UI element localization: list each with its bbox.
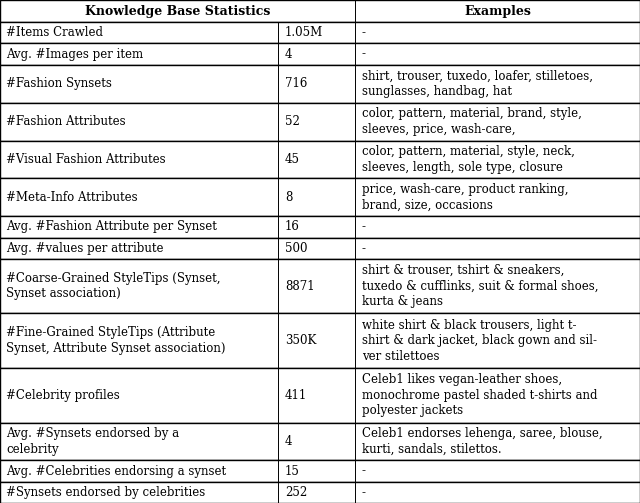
- Text: 4: 4: [285, 435, 292, 448]
- Text: 16: 16: [285, 220, 300, 233]
- Text: Celeb1 endorses lehenga, saree, blouse,
kurti, sandals, stilettos.: Celeb1 endorses lehenga, saree, blouse, …: [362, 427, 602, 456]
- Bar: [0, 65, 640, 103]
- Text: 8: 8: [285, 191, 292, 204]
- Text: #Fashion Synsets: #Fashion Synsets: [6, 77, 112, 90]
- Text: color, pattern, material, style, neck,
sleeves, length, sole type, closure: color, pattern, material, style, neck, s…: [362, 145, 575, 174]
- Bar: [0, 313, 640, 368]
- Text: Avg. #Images per item: Avg. #Images per item: [6, 48, 143, 60]
- Text: shirt & trouser, tshirt & sneakers,
tuxedo & cufflinks, suit & formal shoes,
kur: shirt & trouser, tshirt & sneakers, tuxe…: [362, 264, 598, 308]
- Bar: [0, 140, 640, 179]
- Text: Avg. #Synsets endorsed by a
celebrity: Avg. #Synsets endorsed by a celebrity: [6, 427, 180, 456]
- Text: Avg. #values per attribute: Avg. #values per attribute: [6, 242, 164, 255]
- Text: -: -: [362, 486, 365, 499]
- Text: #Celebrity profiles: #Celebrity profiles: [6, 389, 120, 402]
- Bar: [0, 22, 640, 43]
- Text: Examples: Examples: [464, 5, 531, 18]
- Text: #Fine-Grained StyleTips (Attribute
Synset, Attribute Synset association): #Fine-Grained StyleTips (Attribute Synse…: [6, 326, 226, 355]
- Text: 1.05M: 1.05M: [285, 26, 323, 39]
- Text: Knowledge Base Statistics: Knowledge Base Statistics: [85, 5, 270, 18]
- Text: -: -: [362, 26, 365, 39]
- Bar: [0, 423, 640, 460]
- Text: 411: 411: [285, 389, 307, 402]
- Text: #Fashion Attributes: #Fashion Attributes: [6, 115, 126, 128]
- Text: white shirt & black trousers, light t-
shirt & dark jacket, black gown and sil-
: white shirt & black trousers, light t- s…: [362, 319, 596, 363]
- Bar: [0, 179, 640, 216]
- Text: 52: 52: [285, 115, 300, 128]
- Text: #Coarse-Grained StyleTips (Synset,
Synset association): #Coarse-Grained StyleTips (Synset, Synse…: [6, 272, 221, 300]
- Text: -: -: [362, 242, 365, 255]
- Text: Avg. #Fashion Attribute per Synset: Avg. #Fashion Attribute per Synset: [6, 220, 217, 233]
- Text: color, pattern, material, brand, style,
sleeves, price, wash-care,: color, pattern, material, brand, style, …: [362, 107, 582, 136]
- Text: #Items Crawled: #Items Crawled: [6, 26, 104, 39]
- Text: 15: 15: [285, 465, 300, 478]
- Text: #Meta-Info Attributes: #Meta-Info Attributes: [6, 191, 138, 204]
- Text: -: -: [362, 48, 365, 60]
- Bar: [0, 460, 640, 482]
- Bar: [0, 0, 640, 22]
- Text: 45: 45: [285, 153, 300, 166]
- Text: shirt, trouser, tuxedo, loafer, stilletoes,
sunglasses, handbag, hat: shirt, trouser, tuxedo, loafer, stilleto…: [362, 69, 593, 98]
- Text: 350K: 350K: [285, 334, 316, 347]
- Text: -: -: [362, 465, 365, 478]
- Text: Celeb1 likes vegan-leather shoes,
monochrome pastel shaded t-shirts and
polyeste: Celeb1 likes vegan-leather shoes, monoch…: [362, 373, 597, 417]
- Text: -: -: [362, 220, 365, 233]
- Text: Avg. #Celebrities endorsing a synset: Avg. #Celebrities endorsing a synset: [6, 465, 227, 478]
- Bar: [0, 237, 640, 259]
- Text: 4: 4: [285, 48, 292, 60]
- Bar: [0, 368, 640, 423]
- Bar: [0, 482, 640, 503]
- Text: 252: 252: [285, 486, 307, 499]
- Text: 500: 500: [285, 242, 307, 255]
- Bar: [0, 259, 640, 313]
- Bar: [0, 103, 640, 140]
- Text: price, wash-care, product ranking,
brand, size, occasions: price, wash-care, product ranking, brand…: [362, 183, 568, 212]
- Text: 716: 716: [285, 77, 307, 90]
- Text: 8871: 8871: [285, 280, 314, 293]
- Bar: [0, 216, 640, 237]
- Text: #Visual Fashion Attributes: #Visual Fashion Attributes: [6, 153, 166, 166]
- Text: #Synsets endorsed by celebrities: #Synsets endorsed by celebrities: [6, 486, 205, 499]
- Bar: [0, 43, 640, 65]
